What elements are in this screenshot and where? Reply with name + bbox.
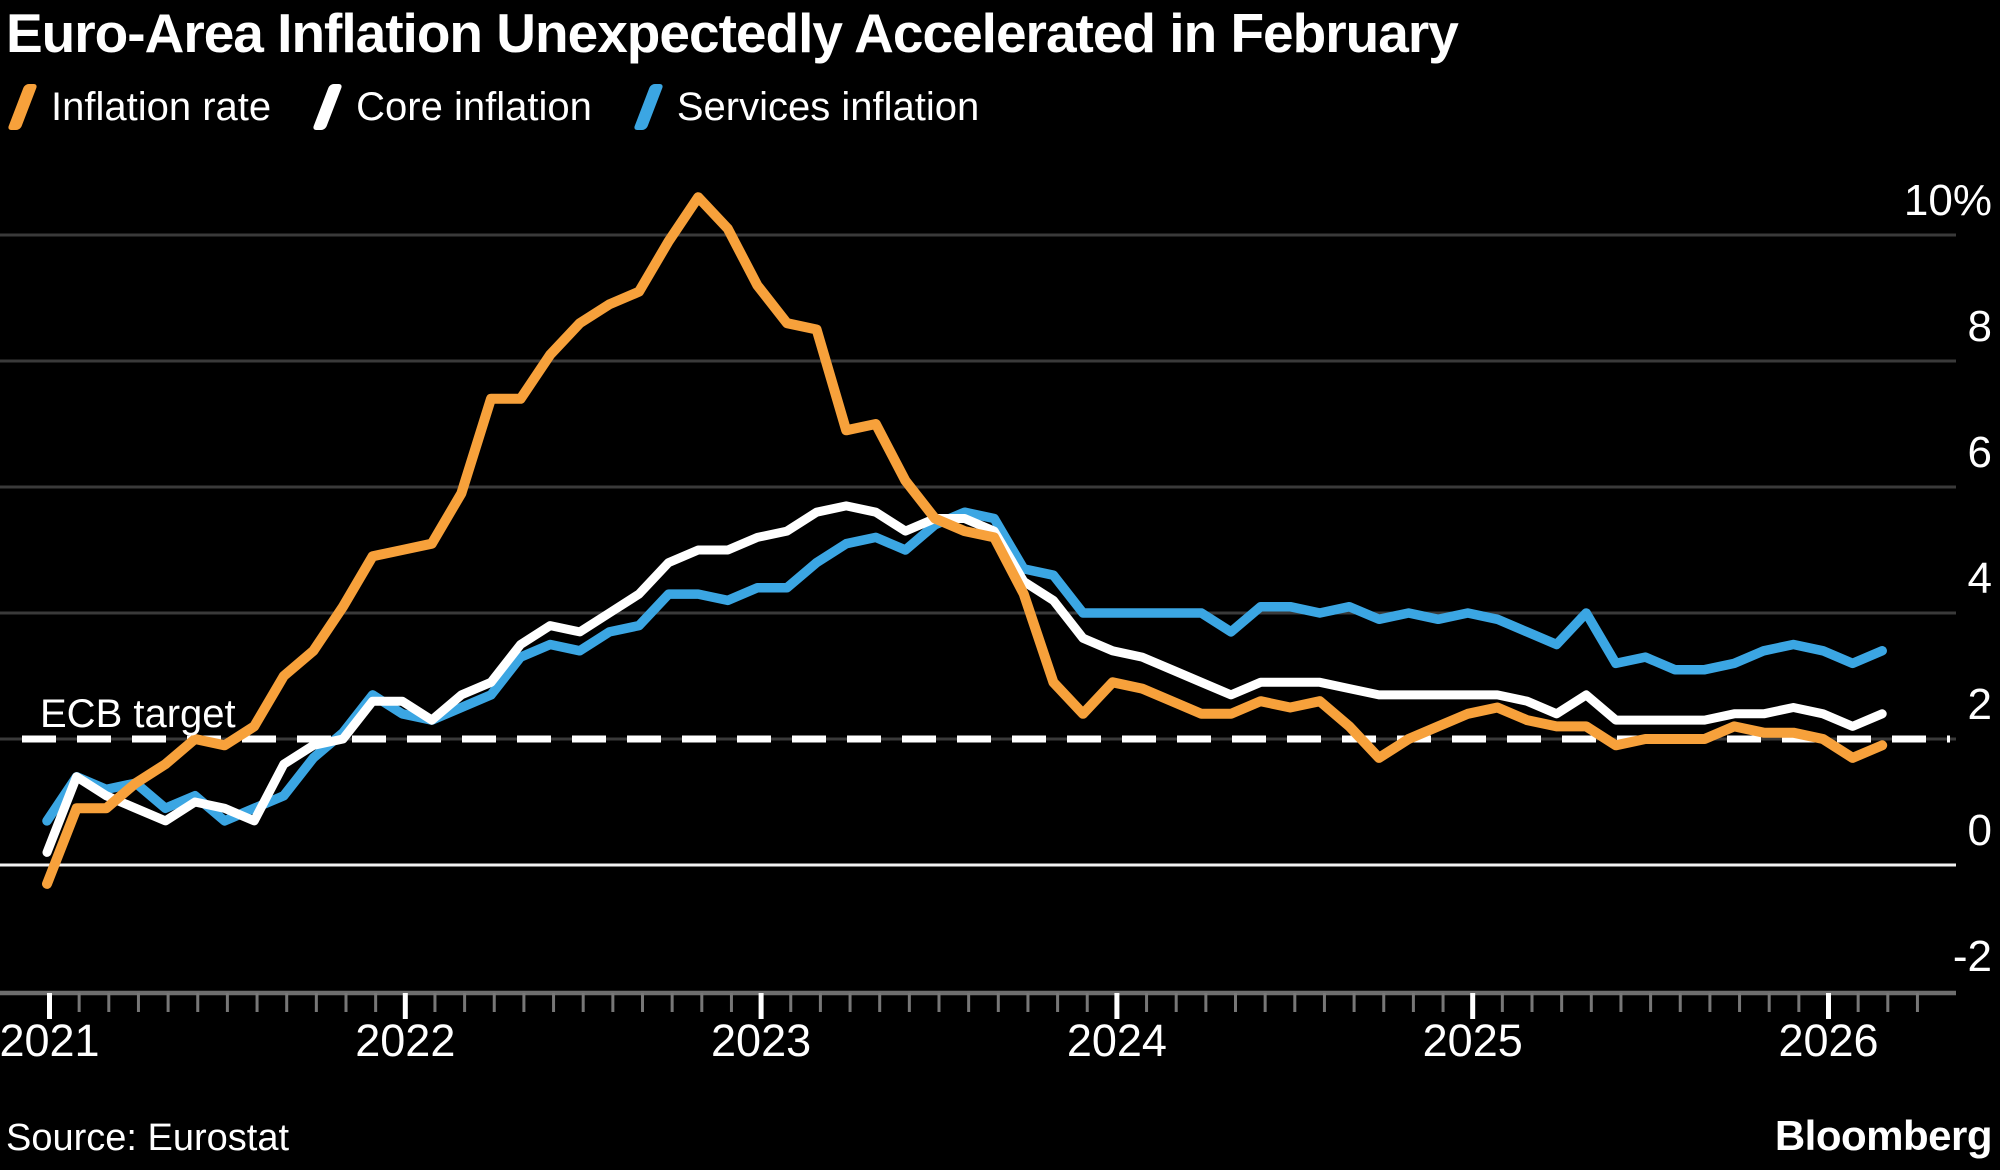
core-inflation-slash-icon <box>312 84 343 130</box>
services-inflation-slash-icon <box>632 84 664 130</box>
y-axis-label: 6 <box>1968 428 1992 477</box>
legend-label: Inflation rate <box>51 84 272 129</box>
x-axis-label: 2024 <box>1067 1015 1167 1066</box>
series-line-core-inflation <box>42 501 1887 857</box>
inflation-rate-slash-icon <box>7 84 38 130</box>
x-axis-label: 2023 <box>711 1015 811 1066</box>
series-line-services-inflation <box>42 507 1887 826</box>
ecb-target-label: ECB target <box>40 692 236 736</box>
legend-item-inflation-rate: Inflation rate <box>6 84 271 130</box>
chart-legend: Inflation rate Core inflation Services i… <box>6 80 1019 134</box>
y-axis-label: 0 <box>1968 806 1992 855</box>
series-line-inflation-rate <box>42 192 1888 889</box>
legend-label: Services inflation <box>676 84 980 129</box>
source-note: Source: Eurostat <box>6 1117 290 1159</box>
y-axis-label: 4 <box>1968 554 1992 603</box>
legend-item-services-inflation: Services inflation <box>632 84 979 130</box>
y-axis-label: 10% <box>1904 176 1992 225</box>
x-axis-label: 2021 <box>0 1015 100 1066</box>
x-axis-label: 2025 <box>1423 1015 1523 1066</box>
legend-item-core-inflation: Core inflation <box>311 84 592 130</box>
x-axis-label: 2026 <box>1778 1015 1878 1066</box>
bloomberg-logo: Bloomberg <box>1774 1112 1993 1159</box>
x-axis-label: 2022 <box>355 1015 455 1066</box>
y-axis-label: -2 <box>1953 932 1992 981</box>
y-axis-label: 2 <box>1968 680 1992 729</box>
legend-label: Core inflation <box>356 84 592 129</box>
y-axis-label: 8 <box>1968 302 1992 351</box>
page-title: Euro-Area Inflation Unexpectedly Acceler… <box>6 2 1459 64</box>
